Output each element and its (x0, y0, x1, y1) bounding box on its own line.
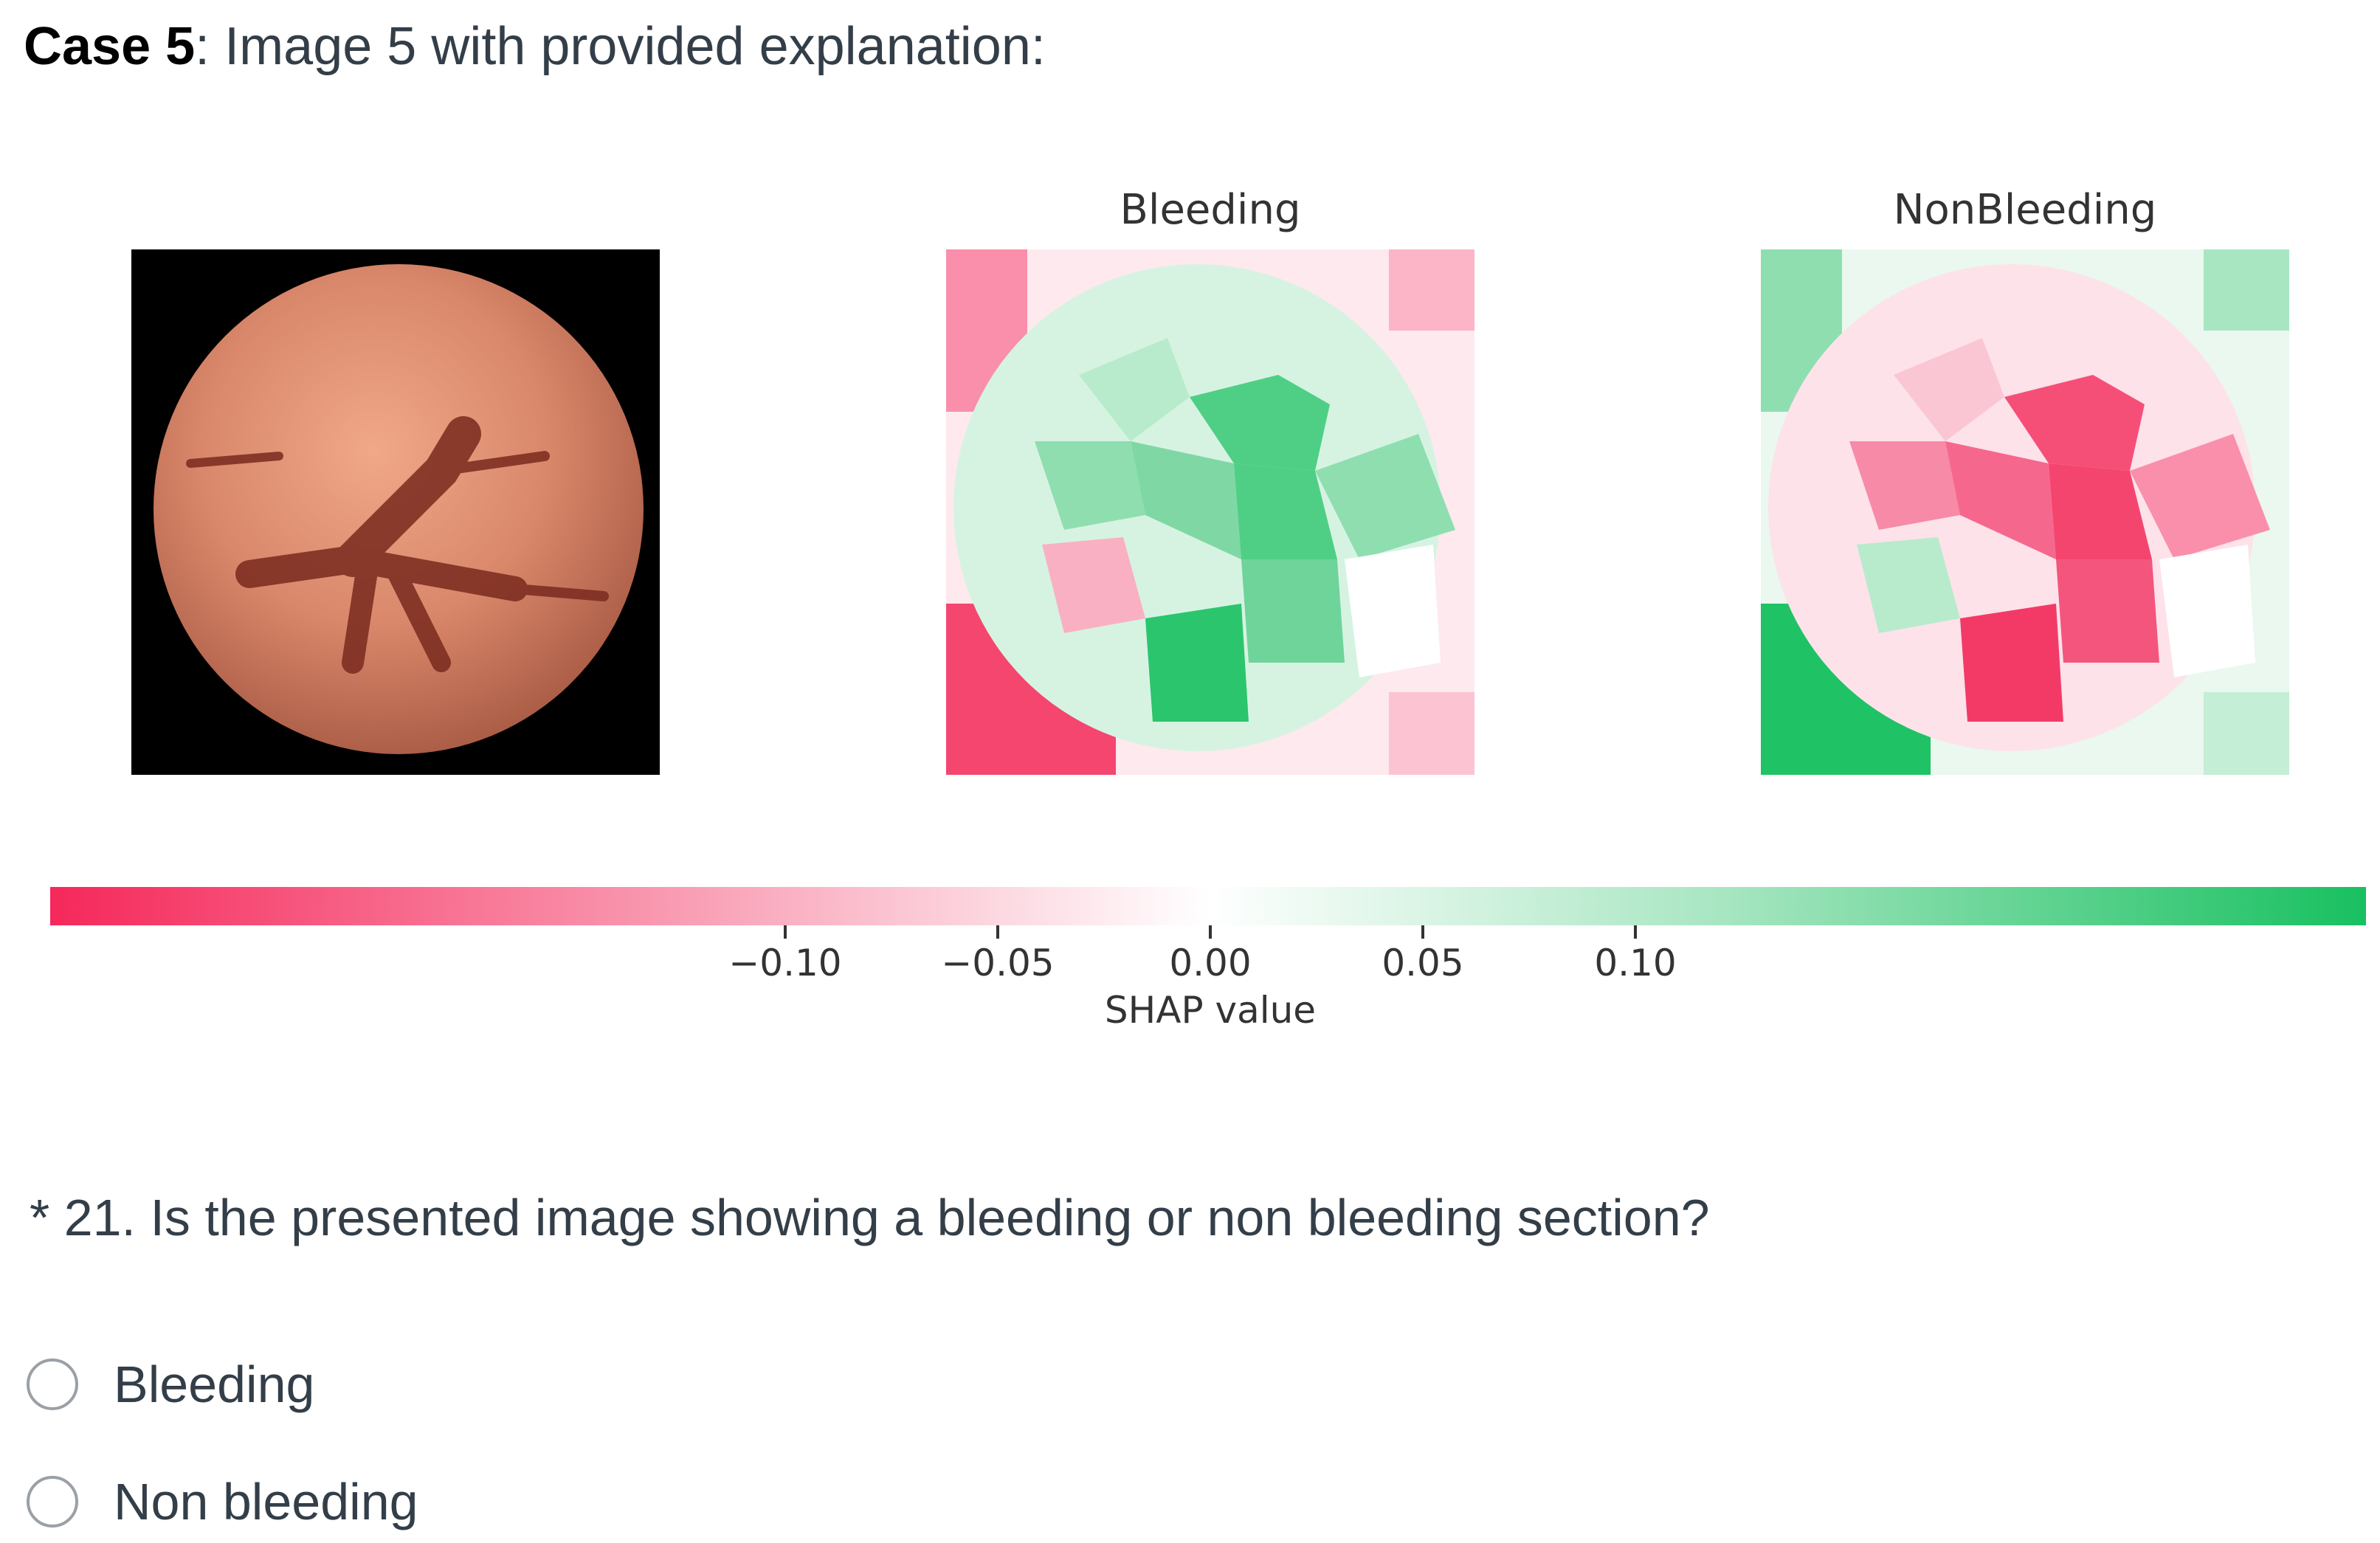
option-bleeding-label: Bleeding (114, 1356, 315, 1413)
radio-non-bleeding[interactable] (27, 1476, 78, 1528)
bleeding-panel-title: Bleeding (1120, 186, 1301, 234)
endoscopy-image (131, 249, 660, 775)
shap-colorbar (50, 887, 2366, 925)
radio-bleeding[interactable] (27, 1359, 78, 1410)
bleeding-shap-svg (946, 249, 1474, 775)
colorbar-tick (1209, 925, 1212, 939)
colorbar-tick (1421, 925, 1424, 939)
colorbar-tick-label: −0.05 (941, 942, 1055, 984)
option-non-bleeding-label: Non bleeding (114, 1473, 418, 1530)
colorbar-tick-label: −0.10 (728, 942, 842, 984)
bleeding-shap-map (946, 249, 1474, 775)
case-title: Case 5: Image 5 with provided explanatio… (24, 16, 1046, 77)
endoscopy-image-svg (154, 264, 644, 754)
option-bleeding[interactable]: Bleeding (27, 1353, 314, 1416)
nonbleeding-shap-map (1761, 249, 2289, 775)
colorbar-axis-label: SHAP value (1104, 989, 1317, 1032)
colorbar-tick (1634, 925, 1637, 939)
nonbleeding-shap-svg (1761, 249, 2289, 775)
nonbleeding-panel-title: NonBleeding (1893, 186, 2157, 234)
colorbar-tick-label: 0.10 (1594, 942, 1677, 984)
option-non-bleeding[interactable]: Non bleeding (27, 1470, 418, 1533)
colorbar-tick-label: 0.00 (1169, 942, 1252, 984)
case-title-bold: Case 5 (24, 17, 196, 76)
colorbar-tick (784, 925, 787, 939)
colorbar-tick-label: 0.05 (1382, 942, 1464, 984)
case-title-rest: : Image 5 with provided explanation: (195, 17, 1046, 76)
colorbar-tick (996, 925, 999, 939)
question-text: * 21. Is the presented image showing a b… (30, 1189, 1710, 1246)
